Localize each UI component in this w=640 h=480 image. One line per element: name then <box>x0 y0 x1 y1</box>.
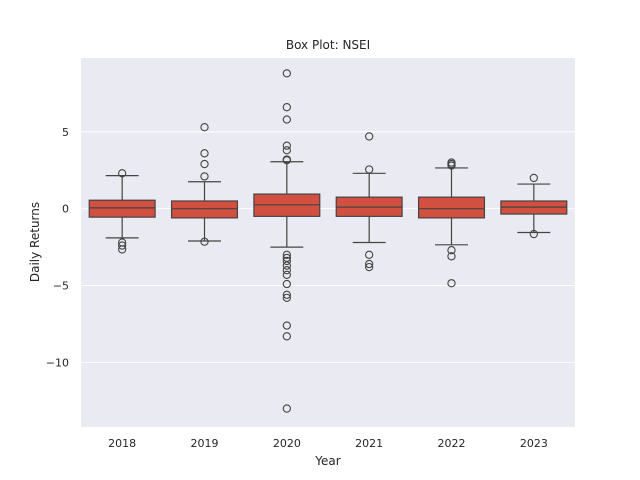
outlier-point <box>282 290 291 299</box>
x-tick-label: 2023 <box>520 437 548 450</box>
outlier-point <box>118 245 127 254</box>
outlier-point <box>200 123 209 132</box>
outlier-point <box>282 332 291 341</box>
box-2021 <box>335 132 403 272</box>
outlier-point <box>282 146 291 155</box>
outlier-point <box>282 250 291 259</box>
box-2018 <box>88 169 156 254</box>
iqr-box <box>417 196 486 219</box>
outlier-point <box>118 169 127 178</box>
iqr-box <box>88 199 156 218</box>
outlier-point <box>282 103 291 112</box>
iqr-box <box>170 200 239 219</box>
y-tick-label: −10 <box>46 356 69 369</box>
outlier-point <box>200 159 209 169</box>
outlier-point <box>118 241 127 250</box>
outlier-point <box>447 246 456 255</box>
outlier-point <box>282 156 291 165</box>
box-2020 <box>253 69 321 413</box>
y-axis-label: Daily Returns <box>28 202 42 282</box>
x-tick-label: 2021 <box>355 437 383 450</box>
x-axis-ticks: 2018 2019 2020 2021 2022 2023 <box>108 437 548 450</box>
outlier-point <box>447 279 456 288</box>
x-tick-label: 2019 <box>191 437 219 450</box>
outlier-point <box>365 259 374 269</box>
y-tick-label: 0 <box>62 203 69 216</box>
x-tick-label: 2020 <box>273 437 301 450</box>
outlier-point <box>365 165 374 174</box>
outlier-point <box>282 256 291 266</box>
x-tick-label: 2018 <box>108 437 136 450</box>
outlier-point <box>200 149 209 158</box>
outlier-point <box>365 132 374 141</box>
outlier-point <box>365 262 374 272</box>
x-axis-label: Year <box>314 454 340 468</box>
outlier-point <box>282 321 291 330</box>
outlier-point <box>529 229 538 239</box>
outlier-point <box>447 252 456 261</box>
outlier-point <box>200 172 209 181</box>
y-axis-ticks: 5 0 −5 −10 <box>46 126 69 370</box>
outlier-point <box>282 141 291 150</box>
outlier-point <box>282 69 291 78</box>
chart-title: Box Plot: NSEI <box>286 38 370 52</box>
outlier-point <box>282 115 291 124</box>
box-2022 <box>417 158 486 288</box>
plot-area <box>81 58 575 427</box>
grid-lines <box>81 131 575 363</box>
y-tick-label: 5 <box>62 126 69 139</box>
box-2019 <box>170 123 239 246</box>
outlier-point <box>282 404 291 413</box>
outlier-point <box>200 237 209 246</box>
x-tick-label: 2022 <box>438 437 466 450</box>
outlier-point <box>282 270 291 279</box>
outlier-point <box>282 266 291 275</box>
outlier-point <box>282 261 291 270</box>
outlier-point <box>529 173 538 183</box>
outlier-point <box>282 279 291 289</box>
outlier-point <box>447 161 456 170</box>
y-tick-label: −5 <box>53 280 69 293</box>
box-2023 <box>500 173 568 239</box>
outlier-point <box>282 293 291 302</box>
boxes <box>88 69 568 413</box>
outlier-point <box>365 250 374 259</box>
